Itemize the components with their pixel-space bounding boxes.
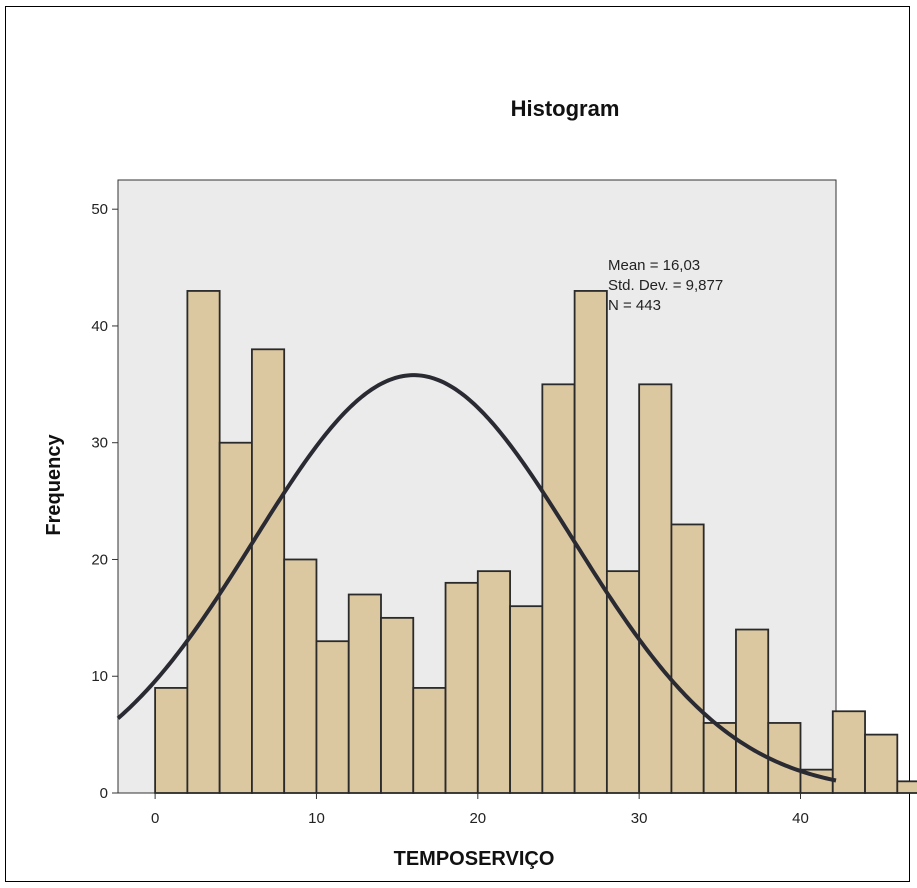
histogram-bar xyxy=(509,605,544,794)
x-tick-label: 10 xyxy=(308,810,325,827)
y-axis: 0 10 20 30 40 50 xyxy=(91,201,118,802)
normal-curve xyxy=(116,373,837,783)
chart-title: Histogram xyxy=(511,96,620,121)
x-axis: 0 10 20 30 40 xyxy=(151,793,809,827)
histogram-bar xyxy=(251,348,286,794)
x-axis-title: TEMPOSERVIÇO xyxy=(394,848,555,870)
x-tick-label: 30 xyxy=(631,810,648,827)
bars-group xyxy=(154,290,917,794)
histogram-bar xyxy=(767,722,802,794)
x-tick-label: 0 xyxy=(151,810,159,827)
histogram-bar xyxy=(186,290,221,794)
histogram-bar xyxy=(283,558,318,794)
y-tick-label: 0 xyxy=(100,785,108,802)
histogram-bar xyxy=(541,383,576,794)
histogram-bar xyxy=(218,441,253,794)
histogram-bar xyxy=(315,640,350,794)
y-tick-label: 50 xyxy=(91,201,108,218)
histogram-bar xyxy=(735,628,770,794)
stat-n: N = 443 xyxy=(608,297,661,314)
histogram-bar xyxy=(573,290,608,794)
histogram-bar xyxy=(476,570,511,794)
y-tick-label: 40 xyxy=(91,318,108,335)
histogram-bar xyxy=(347,593,382,794)
y-tick-label: 30 xyxy=(91,435,108,452)
histogram-bar xyxy=(864,733,899,794)
histogram-bar xyxy=(412,687,447,794)
x-tick-label: 40 xyxy=(792,810,809,827)
histogram-bar xyxy=(831,710,866,794)
x-tick-label: 20 xyxy=(469,810,486,827)
histogram-bar xyxy=(670,523,705,794)
stat-mean: Mean = 16,03 xyxy=(608,257,700,274)
histogram-bar xyxy=(380,616,415,794)
histogram-bar xyxy=(638,383,673,794)
histogram-bar xyxy=(444,581,479,794)
histogram-bar xyxy=(896,780,917,794)
histogram-bar xyxy=(154,687,189,794)
y-tick-label: 10 xyxy=(91,668,108,685)
y-axis-title: Frequency xyxy=(43,434,65,536)
stat-std-dev: Std. Dev. = 9,877 xyxy=(608,277,723,294)
y-tick-label: 20 xyxy=(91,551,108,568)
histogram-bar xyxy=(605,570,641,794)
